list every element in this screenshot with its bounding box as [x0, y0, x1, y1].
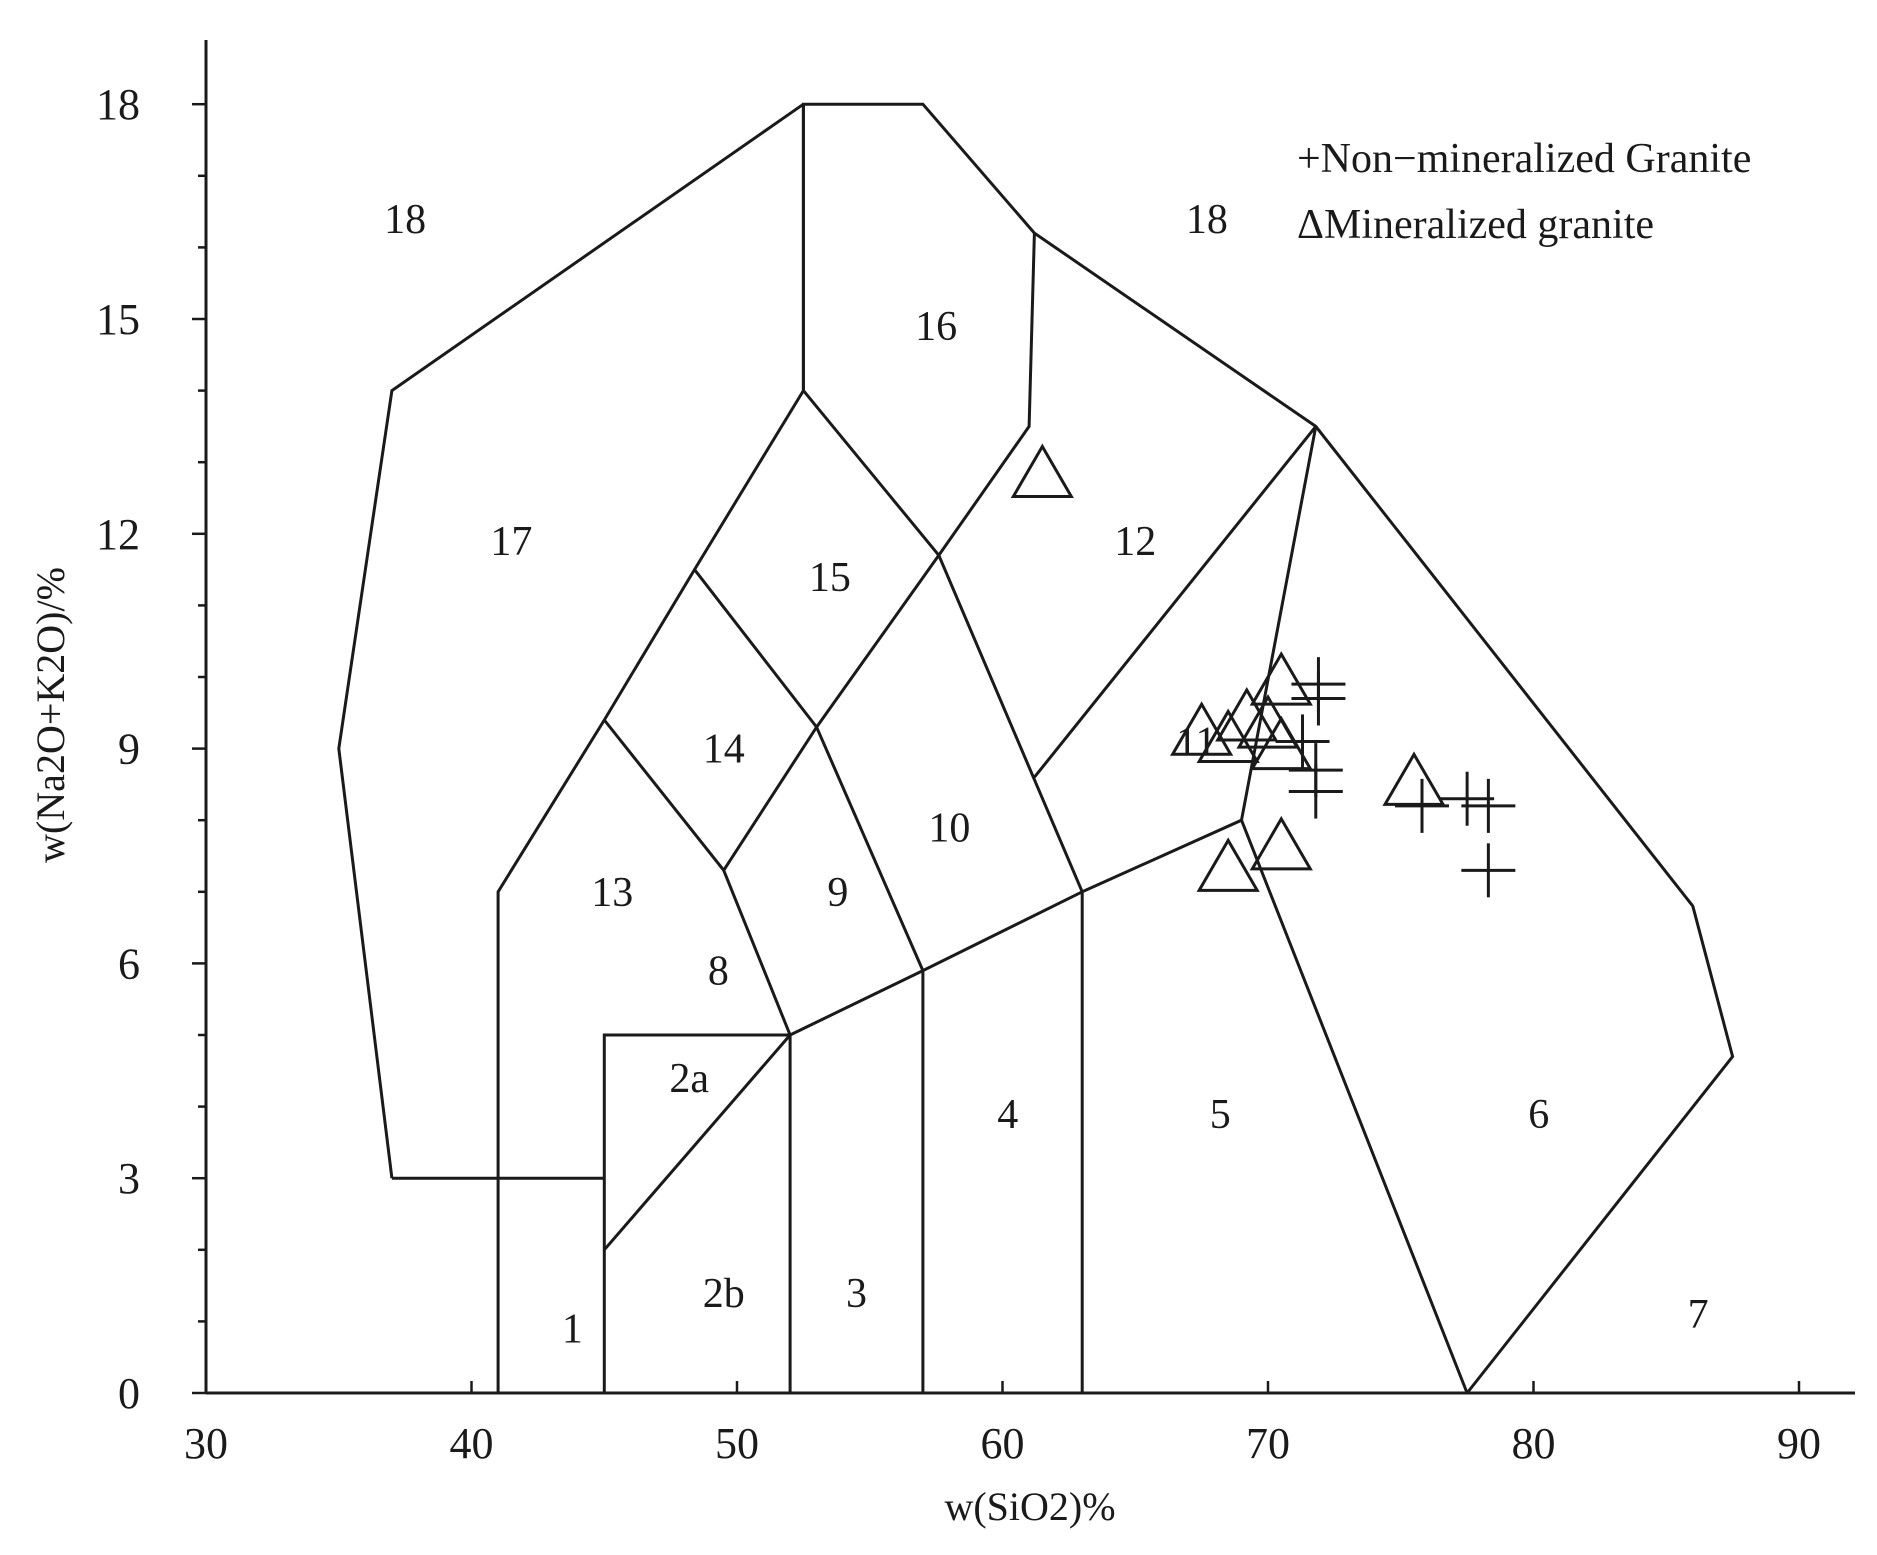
region-label-2: 2b: [703, 1271, 745, 1317]
mineralized-point-6: [1249, 715, 1313, 771]
x-tick-label-50: 50: [715, 1419, 759, 1468]
mineralized-point-0: [1010, 443, 1074, 499]
mineralized-point-2: [1215, 686, 1279, 742]
field-boundary-8: [1033, 425, 1318, 821]
x-tick-label-90: 90: [1777, 1419, 1821, 1468]
y-tick-label-12: 12: [96, 510, 140, 559]
mineralized-point-7: [1382, 751, 1446, 806]
region-label-7: 7: [1688, 1292, 1709, 1338]
field-boundary-3: [603, 818, 1469, 1394]
field-boundary-10: [337, 102, 805, 1179]
field-boundary-0: [496, 102, 1735, 1394]
x-tick-label-70: 70: [1246, 1419, 1290, 1468]
legend-entry-non-mineralized: +Non−mineralized Granite: [1297, 136, 1751, 182]
region-label-0: 1: [562, 1307, 583, 1353]
mineralized-point-8: [1249, 815, 1313, 871]
legend-entry-mineralized: ΔMineralized granite: [1297, 202, 1654, 248]
non-mineralized-point-6: [1440, 771, 1495, 826]
x-axis-label: w(SiO2)%: [944, 1484, 1115, 1529]
region-label-13: 13: [591, 870, 633, 916]
non-mineralized-point-8: [1461, 843, 1516, 898]
y-tick-label-18: 18: [96, 80, 140, 129]
y-tick-label-3: 3: [118, 1154, 140, 1203]
field-boundary-2: [602, 1033, 791, 1393]
mineralized-point-1: [1249, 651, 1313, 706]
x-tick-label-60: 60: [981, 1419, 1025, 1468]
region-label-12: 12: [1114, 519, 1156, 565]
region-label-16: 16: [915, 304, 957, 350]
region-label-4: 4: [997, 1092, 1018, 1138]
mineralized-point-4: [1170, 701, 1234, 756]
non-mineralized-point-1: [1291, 657, 1346, 712]
axes: [204, 40, 1855, 1395]
non-mineralized-point-2: [1275, 714, 1330, 769]
region-label-15: 15: [809, 555, 851, 601]
y-tick-label-9: 9: [118, 725, 140, 774]
x-tick-label-40: 40: [450, 1419, 494, 1468]
mineralized-point-9: [1196, 837, 1260, 892]
non-mineralized-point-7: [1461, 778, 1516, 833]
classification-fields: [337, 102, 1735, 1394]
region-label-9: 9: [827, 870, 848, 916]
region-label-6: 6: [1528, 1092, 1549, 1138]
region-label-10: 10: [928, 805, 970, 851]
region-label-17: 17: [490, 519, 532, 565]
x-tick-label-80: 80: [1512, 1419, 1556, 1468]
region-label-1: 2a: [669, 1056, 709, 1102]
y-tick-label-15: 15: [96, 295, 140, 344]
x-tick-label-30: 30: [184, 1419, 228, 1468]
y-tick-label-0: 0: [118, 1369, 140, 1418]
region-label-8: 8: [708, 949, 729, 995]
mineralized-point-3: [1196, 708, 1260, 763]
field-boundary-6: [802, 389, 1084, 1393]
data-points: [1010, 443, 1516, 898]
region-label-18: 18: [384, 197, 426, 243]
field-boundary-4: [603, 719, 792, 1393]
field-boundary-5: [693, 568, 925, 1393]
region-label-3: 3: [846, 1271, 867, 1317]
region-label-14: 14: [703, 727, 745, 773]
legend: +Non−mineralized Granite ΔMineralized gr…: [1297, 136, 1751, 248]
field-boundary-7: [722, 233, 1036, 872]
region-label-19: 18: [1186, 197, 1228, 243]
y-axis-label: w(Na2O+K2O)/%: [28, 567, 73, 863]
y-tick-label-6: 6: [118, 939, 140, 988]
non-mineralized-point-4: [1288, 764, 1343, 819]
region-label-5: 5: [1210, 1092, 1231, 1138]
